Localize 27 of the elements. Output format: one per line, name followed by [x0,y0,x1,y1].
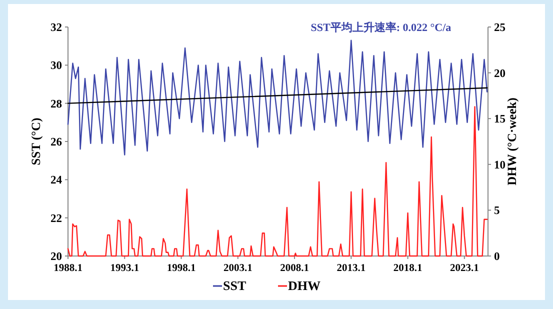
y2-tick-label: 0 [494,251,500,263]
y-tick-label: 26 [50,136,62,148]
y-tick-label: 24 [50,174,62,187]
x-tick-label: 2003.1 [223,263,252,274]
x-tick-label: 2023.1 [450,263,479,274]
y-tick-label: 32 [50,22,62,34]
y-tick-label: 28 [50,98,62,110]
y-tick-label: 22 [50,212,62,225]
y-tick-label: 20 [50,251,62,263]
y2-tick-label: 5 [494,205,500,218]
y-tick-label: 30 [50,60,62,72]
legend-label: SST [223,278,246,293]
line-series [67,40,488,156]
x-tick-label: 1993.1 [110,263,140,274]
x-tick-label: 1988.1 [54,263,82,274]
x-tick-label: 1998.1 [166,263,196,274]
y2-tick-label: 10 [494,159,506,172]
y2-axis-title: DHW (°C·week) [505,98,519,186]
y2-tick-label: 20 [494,68,506,80]
x-tick-label: 2018.1 [393,263,422,274]
y2-tick-label: 15 [494,114,506,126]
legend-label: DHW [288,278,320,293]
y2-tick-label: 25 [494,22,506,34]
annotation: SST平均上升速率: 0.022 °C/a [310,21,452,34]
y-axis-title: SST (°C) [29,118,43,166]
x-tick-label: 2013.1 [336,263,366,274]
x-tick-label: 2008.1 [280,263,309,274]
